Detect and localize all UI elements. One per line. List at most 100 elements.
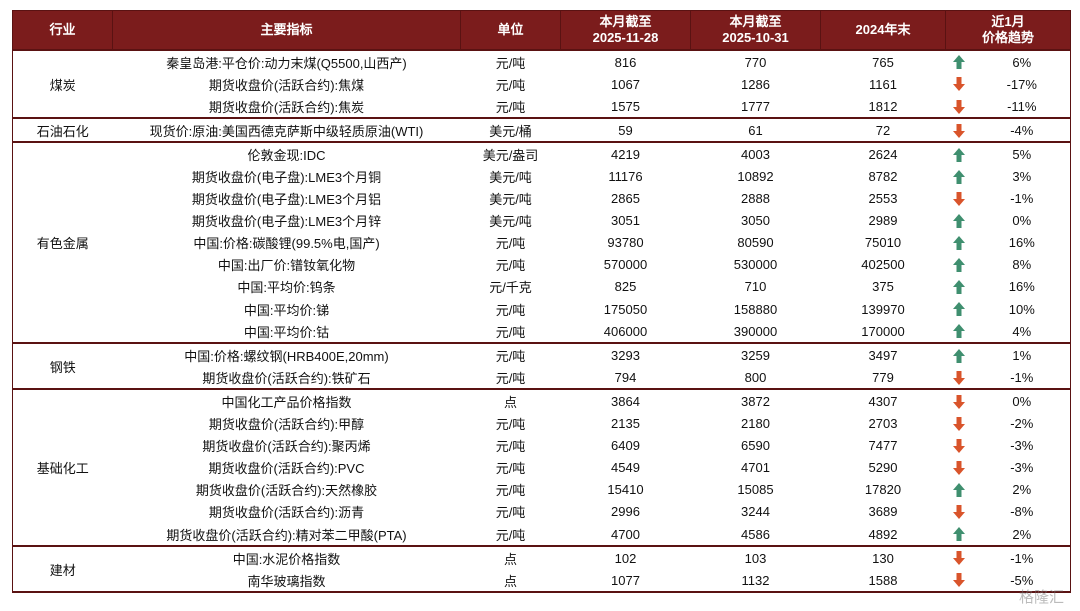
industry-cell: 基础化工: [12, 388, 113, 548]
value-cell: 10892: [737, 169, 774, 185]
value-cell: 402500: [861, 257, 905, 273]
table-row: 南华玻璃指数点 1077 1132 1588 -5%: [13, 569, 1072, 594]
change-cell: 0%: [973, 388, 1072, 413]
trend-arrow-cell: [946, 501, 974, 523]
value-cell: 93780: [607, 235, 644, 251]
header-cell: 2024年末: [820, 10, 946, 51]
unit-cell: 元/吨: [460, 95, 561, 120]
value-cell: 2865: [611, 191, 640, 207]
trend-arrow: [952, 483, 965, 498]
value-cell: 102: [560, 545, 691, 570]
value-cell: 765: [820, 48, 946, 74]
trend-arrow: [952, 438, 965, 453]
trend-arrow: [952, 461, 965, 476]
value-cell: 7477: [868, 438, 898, 454]
change-cell: -1%: [973, 366, 1072, 391]
trend-arrow: [952, 236, 965, 251]
trend-arrow: [952, 280, 965, 295]
value-cell: 3689: [868, 504, 898, 520]
unit-cell: 元/吨: [495, 439, 526, 455]
trend-arrow-cell: [946, 73, 974, 95]
value-cell: 770: [690, 48, 821, 74]
value-cell: 3244: [741, 504, 770, 520]
trend-arrow: [952, 302, 965, 317]
change-cell: -1%: [973, 545, 1072, 570]
commodity-table: 行业 主要指标 单位 本月截至 2025-11-28 本月截至 2025-10-31 20…: [12, 10, 1072, 594]
value-cell: 2996: [611, 504, 640, 520]
value-cell: 1161: [869, 76, 897, 92]
value-cell: 130: [820, 545, 946, 570]
value-cell: 4307: [820, 388, 946, 413]
trend-arrow: [952, 99, 965, 114]
value-cell: 800: [690, 366, 821, 391]
header-cell: 单位: [460, 10, 561, 51]
trend-arrow-cell: [946, 457, 974, 479]
indicator-cell: 期货收盘价(活跃合约):甲醇: [208, 417, 365, 433]
change-cell: -11%: [973, 95, 1072, 120]
table-row: 期货收盘价(活跃合约):焦炭 元/吨 1575 1777 1812 -11%: [13, 95, 1072, 120]
header-cell: 本月截至 2025-10-31: [690, 10, 821, 51]
change-cell: 0%: [973, 209, 1072, 232]
value-cell: 3051: [611, 213, 640, 229]
trend-arrow: [952, 191, 965, 206]
value-cell: 4003: [690, 141, 821, 166]
unit-cell: 点: [460, 388, 561, 413]
indicator-cell: 期货收盘价(活跃合约):精对苯二甲酸(PTA): [112, 522, 461, 548]
value-cell: 15410: [607, 482, 644, 498]
table-row: 期货收盘价(活跃合约):天然橡胶 元/吨 15410 15085 17820 2%: [13, 478, 1072, 501]
unit-cell: 元/吨: [495, 302, 526, 318]
value-cell: 3872: [690, 388, 821, 413]
industry-cell: 建材: [12, 545, 113, 594]
table-row: 期货收盘价(活跃合约):焦煤 元/吨 1067 1286 1161 -17%: [13, 73, 1072, 96]
table-row: 建材 中国:水泥价格指数点 102 103 130 -1%: [12, 545, 1072, 594]
unit-cell: 元/吨: [495, 417, 526, 433]
unit-cell: 元/吨: [460, 366, 561, 391]
trend-arrow-cell: [945, 342, 974, 367]
table-row: 期货收盘价(电子盘):LME3个月锌 美元/吨 3051 3050 2989 0%: [13, 209, 1072, 232]
trend-arrow-cell: [945, 522, 974, 548]
value-cell: 3259: [690, 342, 821, 367]
indicator-cell: 中国:水泥价格指数: [112, 545, 461, 570]
trend-arrow-cell: [945, 48, 974, 74]
table-container: 行业 主要指标 单位 本月截至 2025-11-28 本月截至 2025-10-31 20…: [12, 10, 1072, 594]
unit-cell: 元/吨: [495, 258, 526, 274]
indicator-cell: 期货收盘价(活跃合约):沥青: [208, 505, 365, 521]
unit-cell: 元/吨: [495, 236, 526, 252]
trend-arrow: [952, 77, 965, 92]
trend-arrow-cell: [945, 141, 974, 166]
table-row: 期货收盘价(活跃合约):聚丙烯 元/吨 6409 6590 7477 -3%: [13, 434, 1072, 457]
table-row: 中国:平均价:钨条 元/千克 825 710 375 16%: [13, 275, 1072, 299]
indicator-cell: 期货收盘价(电子盘):LME3个月铜: [191, 170, 382, 186]
value-cell: 1588: [820, 569, 946, 594]
value-cell: 2624: [820, 141, 946, 166]
value-cell: 75010: [864, 235, 902, 251]
value-cell: 2135: [611, 416, 640, 432]
value-cell: 80590: [737, 235, 774, 251]
change-cell: -3%: [973, 456, 1072, 479]
trend-arrow-cell: [946, 232, 974, 254]
value-cell: 4549: [611, 460, 640, 476]
watermark: 格隆汇: [1018, 589, 1064, 606]
value-cell: 2888: [741, 191, 770, 207]
change-cell: 1%: [973, 342, 1072, 367]
unit-cell: 元/吨: [495, 483, 526, 499]
table-row: 期货收盘价(活跃合约):铁矿石 元/吨 794 800 779 -1%: [13, 366, 1072, 391]
trend-arrow: [952, 348, 965, 363]
change-cell: 16%: [973, 275, 1072, 299]
change-cell: -2%: [973, 412, 1072, 435]
indicator-cell: 现货价:原油:美国西德克萨斯中级轻质原油(WTI): [112, 117, 461, 144]
table-row: 煤炭 秦皇岛港:平仓价:动力末煤(Q5500,山西产) 元/吨 816 770 765 6%: [12, 48, 1072, 120]
value-cell: 530000: [733, 257, 778, 273]
unit-cell: 美元/吨: [489, 192, 532, 208]
trend-arrow: [952, 147, 965, 162]
change-cell: 8%: [973, 253, 1072, 276]
value-cell: 570000: [603, 257, 648, 273]
header-cell: 行业: [12, 10, 113, 51]
value-cell: 779: [820, 366, 946, 391]
trend-arrow: [952, 213, 965, 228]
trend-arrow: [952, 123, 965, 138]
industry-cell: 煤炭: [12, 48, 113, 120]
table-row: 中国:出厂价:镨钕氧化物 元/吨 570000 530000 402500 8%: [13, 253, 1072, 276]
trend-arrow-cell: [945, 366, 974, 391]
